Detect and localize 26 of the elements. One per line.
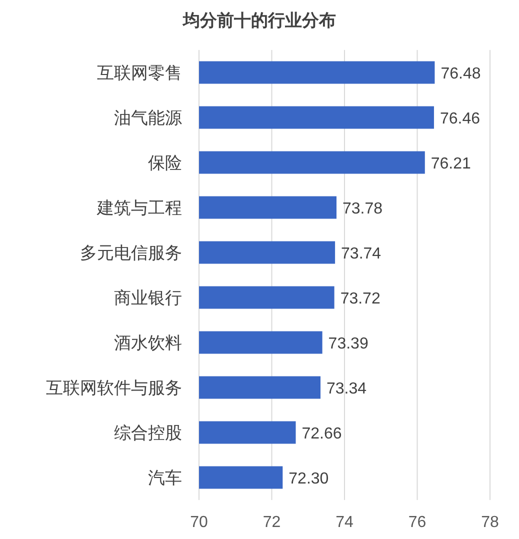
data-label: 73.78: [342, 200, 383, 218]
y-tick-label: 互联网软件与服务: [46, 378, 182, 398]
x-tick-label: 78: [481, 514, 499, 531]
data-label: 72.66: [302, 426, 342, 442]
y-tick-label: 油气能源: [114, 108, 182, 128]
data-label: 73.72: [340, 290, 380, 308]
data-label: 76.48: [440, 66, 481, 82]
x-tick-label: 74: [336, 514, 354, 531]
y-tick-label: 多元电信服务: [80, 244, 182, 262]
y-tick-label: 综合控股: [114, 424, 182, 442]
x-tick-label: 72: [262, 514, 281, 531]
y-tick-label: 互联网零售: [97, 64, 182, 82]
x-tick-label: 70: [190, 514, 208, 531]
data-label: 76.21: [430, 156, 472, 172]
x-tick-label: 76: [408, 514, 426, 531]
y-tick-label: 建筑与工程: [96, 198, 182, 218]
data-label: 73.39: [328, 336, 368, 352]
data-label: 73.34: [326, 380, 367, 398]
data-label: 72.30: [288, 470, 329, 488]
y-tick-label: 商业银行: [114, 288, 182, 308]
data-label: 73.74: [341, 246, 382, 262]
y-tick-label: 酒水饮料: [114, 334, 182, 352]
y-tick-label: 汽车: [148, 468, 182, 488]
chart-title: 均分前十的行业分布: [182, 11, 336, 30]
y-tick-label: 保险: [148, 154, 182, 172]
data-label: 76.46: [440, 110, 480, 128]
